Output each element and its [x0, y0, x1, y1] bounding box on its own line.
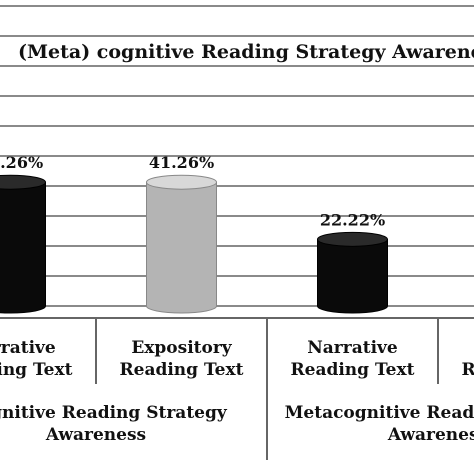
bar-top [317, 231, 388, 247]
bar-body [146, 181, 217, 314]
data-label: 41.26% [0, 153, 43, 172]
bar-top [146, 174, 217, 190]
data-label: 22.22% [320, 210, 385, 229]
data-labels: 41.26%41.26%22.22%22.22% [0, 153, 385, 229]
bar [146, 174, 217, 314]
bar [317, 231, 388, 314]
bars [0, 174, 388, 314]
chart-title: (Meta) cognitive Reading Strategy Awaren… [18, 41, 474, 63]
bar-top [0, 174, 46, 190]
bar-body [0, 181, 46, 314]
bar-body [317, 238, 388, 314]
gridlines [0, 5, 474, 307]
bar [0, 174, 46, 314]
data-label: 41.26% [149, 153, 214, 172]
